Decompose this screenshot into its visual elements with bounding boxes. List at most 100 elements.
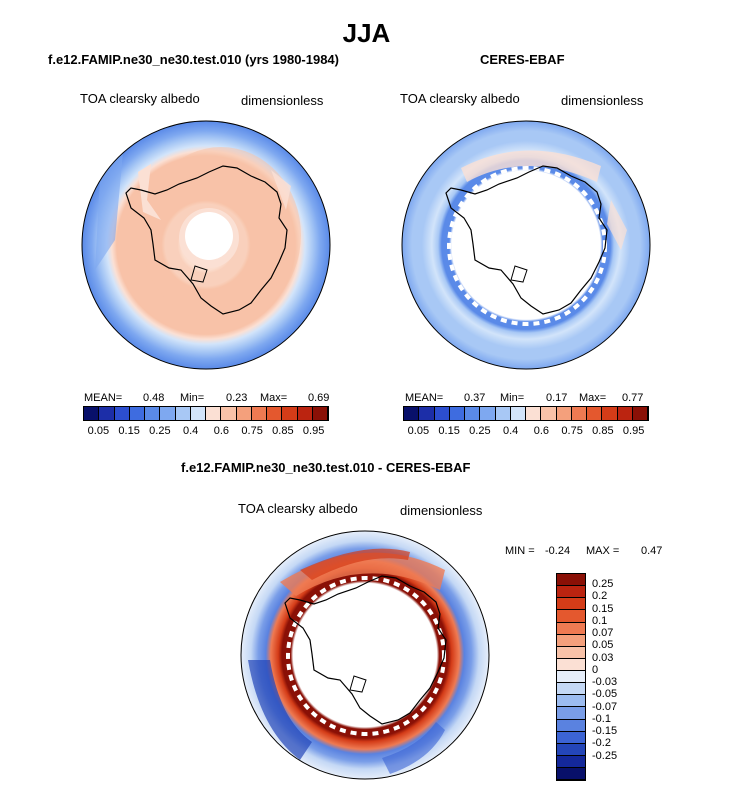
diff-variable-label: TOA clearsky albedo xyxy=(238,501,358,516)
colorbar-swatch xyxy=(221,407,237,420)
colorbar-swatch xyxy=(557,634,585,647)
colorbar-tick-label: 0.4 xyxy=(182,425,199,437)
colorbar-tick-label: 0.6 xyxy=(213,425,230,437)
colorbar-swatch xyxy=(510,407,526,420)
colorbar-tick-label: -0.03 xyxy=(592,676,618,689)
colorbar-swatch xyxy=(114,407,130,420)
colorbar-tick-label: 0.15 xyxy=(118,425,140,437)
colorbar-tick-label: 0 xyxy=(592,663,599,676)
colorbar-swatch xyxy=(557,743,585,756)
colorbar-swatch xyxy=(632,407,648,420)
colorbar-tick-label: 0.85 xyxy=(592,425,614,437)
colorbar-swatch xyxy=(480,407,496,420)
obs-colorbar xyxy=(403,406,649,421)
model-variable-label: TOA clearsky albedo xyxy=(80,91,200,106)
colorbar-tick-label: -0.07 xyxy=(592,700,618,713)
colorbar-swatch xyxy=(236,407,252,420)
colorbar-swatch xyxy=(617,407,633,420)
colorbar-tick-label: 0.75 xyxy=(241,425,263,437)
figure-title: JJA xyxy=(342,18,391,48)
model-max-label: Max= xyxy=(260,392,288,404)
colorbar-tick-label: 0.75 xyxy=(561,425,583,437)
colorbar-swatch xyxy=(557,610,585,623)
colorbar-swatch xyxy=(557,646,585,659)
colorbar-tick-label: 0.4 xyxy=(502,425,519,437)
colorbar-swatch xyxy=(129,407,145,420)
obs-variable-label: TOA clearsky albedo xyxy=(400,91,520,106)
model-mean-value: 0.48 xyxy=(143,392,165,404)
colorbar-swatch xyxy=(297,407,313,420)
colorbar-tick-label: 0.03 xyxy=(592,651,614,664)
colorbar-swatch xyxy=(312,407,328,420)
colorbar-tick-label: 0.05 xyxy=(592,639,614,652)
obs-min-value: 0.17 xyxy=(546,392,568,404)
colorbar-swatch xyxy=(541,407,557,420)
colorbar-tick-label: 0.05 xyxy=(87,425,110,437)
colorbar-swatch xyxy=(557,695,585,708)
colorbar-tick-label: -0.2 xyxy=(592,737,611,750)
colorbar-tick-label: 0.6 xyxy=(533,425,550,437)
model-panel-title: f.e12.FAMIP.ne30_ne30.test.010 (yrs 1980… xyxy=(48,52,339,67)
colorbar-swatch xyxy=(587,407,603,420)
model-mean-label: MEAN= xyxy=(84,392,123,404)
colorbar-tick-label: -0.25 xyxy=(592,749,618,762)
colorbar-swatch xyxy=(557,719,585,732)
obs-max-label: Max= xyxy=(579,392,607,404)
colorbar-swatch xyxy=(282,407,298,420)
diff-min-label: MIN = xyxy=(505,545,535,557)
model-min-label: Min= xyxy=(180,392,205,404)
colorbar-swatch xyxy=(557,586,585,599)
colorbar-swatch xyxy=(84,407,100,420)
colorbar-swatch xyxy=(99,407,115,420)
colorbar-swatch xyxy=(526,407,542,420)
colorbar-swatch xyxy=(145,407,161,420)
colorbar-swatch xyxy=(449,407,465,420)
colorbar-swatch xyxy=(404,407,420,420)
diff-units-label: dimensionless xyxy=(400,503,483,518)
colorbar-swatch xyxy=(251,407,267,420)
colorbar-tick-label: 0.1 xyxy=(592,614,608,627)
model-max-value: 0.69 xyxy=(308,392,330,404)
colorbar-swatch xyxy=(571,407,587,420)
colorbar-swatch xyxy=(495,407,511,420)
colorbar-tick-label: 0.25 xyxy=(149,425,171,437)
colorbar-tick-label: -0.1 xyxy=(592,712,611,725)
obs-max-value: 0.77 xyxy=(622,392,644,404)
colorbar-swatch xyxy=(190,407,206,420)
obs-min-label: Min= xyxy=(500,392,525,404)
colorbar-swatch xyxy=(557,683,585,696)
obs-mean-label: MEAN= xyxy=(405,392,444,404)
colorbar-tick-label: 0.05 xyxy=(407,425,430,437)
colorbar-tick-label: 0.95 xyxy=(622,425,645,437)
colorbar-tick-label: 0.15 xyxy=(438,425,460,437)
colorbar-swatch xyxy=(602,407,618,420)
colorbar-swatch xyxy=(557,671,585,684)
obs-mean-value: 0.37 xyxy=(464,392,486,404)
colorbar-swatch xyxy=(206,407,222,420)
obs-panel-title: CERES-EBAF xyxy=(480,52,565,67)
colorbar-swatch xyxy=(557,622,585,635)
colorbar-tick-label: 0.15 xyxy=(592,602,614,615)
colorbar-swatch xyxy=(419,407,435,420)
model-polar-map xyxy=(81,120,331,370)
colorbar-swatch xyxy=(465,407,481,420)
colorbar-tick-label: -0.15 xyxy=(592,725,618,738)
colorbar-swatch xyxy=(557,574,585,587)
colorbar-swatch xyxy=(175,407,191,420)
colorbar-swatch xyxy=(556,407,572,420)
colorbar-tick-label: 0.25 xyxy=(592,578,614,591)
obs-colorbar-labels: 0.05 0.15 0.25 0.4 0.6 0.75 0.85 0.95 xyxy=(403,425,649,439)
colorbar-tick-label: 0.07 xyxy=(592,627,614,640)
obs-units-label: dimensionless xyxy=(561,93,644,108)
colorbar-swatch xyxy=(557,755,585,768)
colorbar-tick-label: 0.95 xyxy=(302,425,325,437)
model-min-value: 0.23 xyxy=(226,392,248,404)
colorbar-swatch xyxy=(557,768,585,781)
model-units-label: dimensionless xyxy=(241,93,324,108)
colorbar-swatch xyxy=(434,407,450,420)
diff-colorbar xyxy=(556,573,586,781)
colorbar-swatch xyxy=(557,707,585,720)
colorbar-tick-label: 0.25 xyxy=(469,425,491,437)
model-colorbar-labels: 0.05 0.15 0.25 0.4 0.6 0.75 0.85 0.95 xyxy=(83,425,329,439)
colorbar-swatch xyxy=(160,407,176,420)
